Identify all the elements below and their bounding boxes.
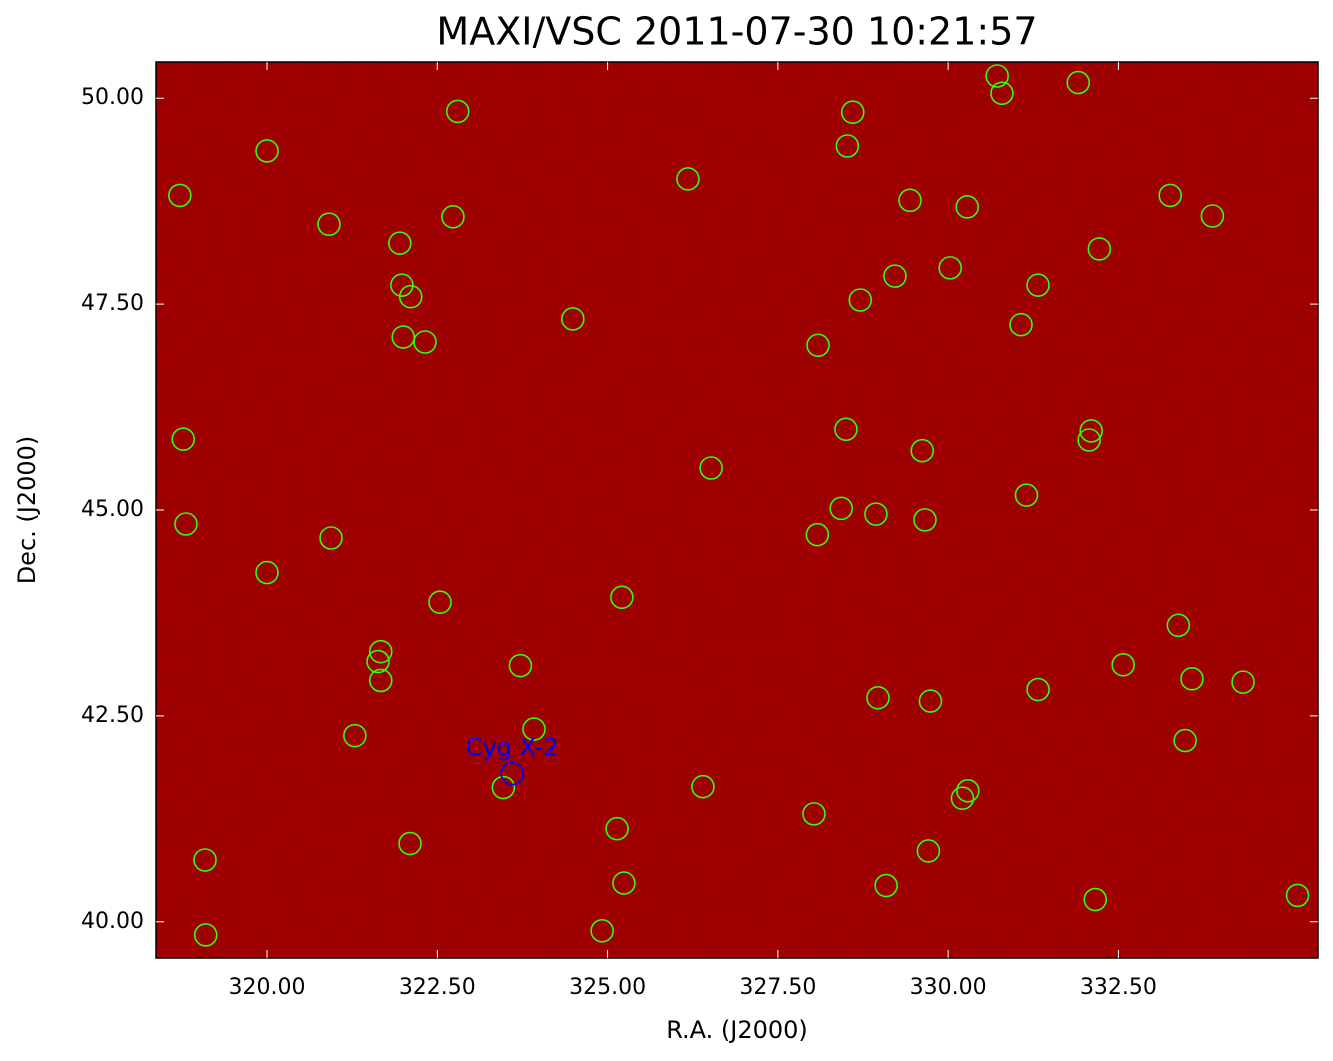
- x-tick-label: 327.50: [739, 975, 816, 1000]
- source-circle: [835, 134, 860, 158]
- image-noise: [156, 62, 1318, 958]
- source-circle: [171, 427, 196, 451]
- source-circle: [445, 99, 470, 124]
- source-circle: [319, 526, 343, 550]
- source-circle: [691, 774, 715, 799]
- source-circle: [985, 64, 1009, 88]
- source-circle: [317, 212, 341, 237]
- source-circle: [1066, 70, 1091, 95]
- source-circle: [950, 786, 975, 811]
- source-circle: [874, 873, 898, 898]
- source-circle: [699, 456, 723, 480]
- source-circle: [561, 307, 585, 331]
- source-circle: [1231, 670, 1255, 694]
- source-circle: [1200, 204, 1225, 228]
- annotation-label: Cyg X-2: [466, 734, 559, 762]
- source-circle: [1173, 728, 1197, 753]
- y-tick-label: 42.50: [81, 703, 144, 728]
- x-tick-label: 330.00: [910, 975, 987, 1000]
- source-circle: [1014, 483, 1039, 507]
- source-circle: [441, 205, 465, 229]
- source-circle: [916, 839, 941, 863]
- source-circle: [391, 325, 416, 349]
- source-circle: [612, 871, 636, 895]
- source-circle: [848, 288, 873, 312]
- source-circle: [610, 585, 634, 610]
- source-circle: [806, 333, 830, 358]
- x-tick-label: 322.50: [399, 975, 476, 1000]
- chart-title: MAXI/VSC 2011-07-30 10:21:57: [436, 10, 1037, 54]
- source-circle: [605, 816, 629, 841]
- source-circle: [1111, 653, 1135, 677]
- source-circle: [990, 81, 1014, 106]
- source-circle: [168, 183, 192, 208]
- source-circle: [1009, 312, 1033, 337]
- source-circle: [938, 256, 962, 280]
- x-tick-label: 332.50: [1080, 975, 1157, 1000]
- source-circle: [174, 512, 198, 536]
- source-circle: [956, 779, 980, 803]
- source-circle: [1180, 667, 1204, 691]
- source-circle: [913, 508, 937, 532]
- source-circle: [1026, 273, 1050, 297]
- source-circle: [883, 264, 907, 288]
- x-tick-label: 325.00: [569, 975, 646, 1000]
- source-circle: [413, 330, 437, 354]
- y-tick-label: 47.50: [81, 291, 144, 316]
- source-circle: [388, 231, 412, 255]
- x-axis-label: R.A. (J2000): [666, 1016, 808, 1044]
- source-circle: [255, 139, 279, 163]
- source-circle: [955, 195, 980, 219]
- source-circle: [918, 689, 943, 713]
- source-circle: [508, 653, 533, 678]
- annotation-circle: [500, 761, 525, 786]
- source-circle: [1079, 419, 1103, 443]
- source-circle: [802, 802, 826, 826]
- source-circle: [398, 831, 422, 856]
- source-circle: [255, 560, 279, 585]
- source-circle: [193, 848, 217, 872]
- source-circle: [1087, 237, 1112, 261]
- source-circle: [368, 639, 393, 664]
- y-axis-label: Dec. (J2000): [13, 436, 41, 585]
- source-circle: [676, 167, 700, 191]
- source-circle: [590, 919, 614, 943]
- source-circle: [910, 438, 935, 463]
- source-circle: [1026, 677, 1050, 702]
- source-circle: [522, 717, 546, 741]
- y-tick-label: 45.00: [81, 497, 144, 522]
- source-circle: [343, 723, 367, 748]
- source-circle: [805, 522, 830, 547]
- source-circle: [834, 417, 858, 442]
- source-circle: [1285, 883, 1310, 908]
- source-circle: [368, 668, 393, 693]
- source-circle: [491, 775, 516, 800]
- y-tick-label: 50.00: [81, 85, 144, 110]
- x-tick-label: 320.00: [229, 975, 306, 1000]
- source-circle: [898, 188, 922, 213]
- source-circle: [840, 100, 865, 125]
- source-circle: [864, 502, 888, 526]
- source-circle: [1077, 428, 1101, 452]
- source-circle: [1166, 613, 1191, 638]
- y-tick-label: 40.00: [81, 909, 144, 934]
- source-circle: [428, 590, 452, 615]
- source-circle: [1083, 887, 1108, 912]
- source-circle: [398, 284, 423, 309]
- source-circle: [366, 649, 390, 674]
- source-circle: [1158, 183, 1182, 208]
- source-circle: [193, 923, 218, 947]
- source-circle: [866, 685, 890, 710]
- source-circle: [829, 496, 854, 521]
